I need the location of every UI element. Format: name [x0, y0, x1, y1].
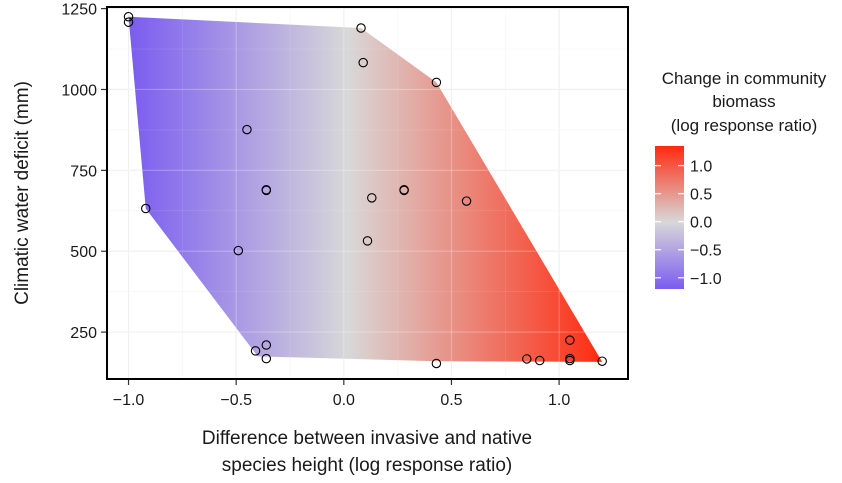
plot-frame	[106, 6, 629, 380]
legend-tick-label: −1.0	[690, 271, 722, 288]
scatter-point	[431, 358, 442, 369]
grid-overlay	[107, 7, 628, 379]
y-axis-label: Climatic water deficit (mm)	[12, 81, 33, 305]
scatter-point	[261, 353, 272, 364]
scatter-point	[356, 23, 366, 33]
scatter-point	[565, 335, 575, 345]
scatter-point	[123, 11, 134, 22]
y-tick-label: 250	[70, 325, 97, 342]
legend-title-line1: Change in community	[662, 69, 827, 88]
scatter-point	[597, 356, 607, 366]
y-axis: 250 500 750 1000 1250	[61, 2, 106, 342]
scatter-point	[362, 236, 373, 246]
legend-ticks: 1.0 0.5 0.0 −0.5 −1.0	[655, 159, 722, 288]
legend-title-line3: (log response ratio)	[671, 116, 817, 135]
legend-colorbar	[655, 146, 684, 289]
x-tick-label: 0.0	[333, 392, 355, 409]
points	[123, 11, 607, 369]
legend-tick-label: 0.0	[690, 215, 712, 232]
legend: Change in community biomass (log respons…	[655, 69, 827, 289]
y-tick-label: 1250	[61, 2, 97, 19]
scatter-point	[261, 185, 272, 196]
y-tick-label: 500	[70, 244, 97, 261]
x-tick-label: −0.5	[220, 392, 252, 409]
y-tick-label: 750	[70, 163, 97, 180]
hull-polygon	[128, 16, 603, 362]
legend-tick-label: 1.0	[690, 159, 712, 176]
scatter-point	[242, 124, 252, 135]
legend-title-line2: biomass	[712, 92, 775, 111]
scatter-point	[367, 193, 377, 203]
scatter-point	[141, 203, 151, 214]
legend-tick-label: 0.5	[690, 187, 712, 204]
scatter-point	[534, 355, 545, 366]
x-tick-label: 0.5	[440, 392, 462, 409]
scatter-point	[233, 245, 244, 256]
legend-tick-label: −0.5	[690, 243, 722, 260]
scatter-point	[431, 77, 442, 88]
x-axis: −1.0 −0.5 0.0 0.5 1.0	[113, 380, 570, 409]
scatter-point	[358, 57, 368, 68]
y-tick-label: 1000	[61, 82, 97, 99]
scatter-point	[261, 340, 272, 350]
x-tick-label: −1.0	[113, 392, 145, 409]
x-axis-label-line1: Difference between invasive and native	[202, 428, 532, 449]
x-axis-label-line2: species height (log response ratio)	[222, 455, 512, 476]
scatter-point	[565, 355, 575, 366]
scatter-point	[250, 346, 261, 356]
scatter-point	[522, 354, 532, 364]
scatter-point	[461, 196, 472, 206]
scatter-point	[399, 185, 409, 196]
scatter-point	[123, 17, 134, 27]
x-tick-label: 1.0	[548, 392, 570, 409]
